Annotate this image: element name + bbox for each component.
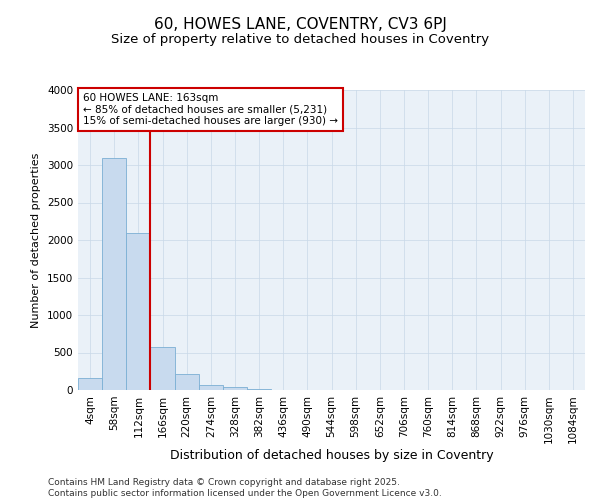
Bar bbox=[126, 233, 151, 390]
Y-axis label: Number of detached properties: Number of detached properties bbox=[31, 152, 41, 328]
Bar bbox=[247, 388, 271, 390]
Bar bbox=[175, 374, 199, 390]
Bar bbox=[102, 158, 126, 390]
Text: 60, HOWES LANE, COVENTRY, CV3 6PJ: 60, HOWES LANE, COVENTRY, CV3 6PJ bbox=[154, 18, 446, 32]
Bar bbox=[223, 388, 247, 390]
X-axis label: Distribution of detached houses by size in Coventry: Distribution of detached houses by size … bbox=[170, 449, 493, 462]
Bar bbox=[151, 347, 175, 390]
Text: Size of property relative to detached houses in Coventry: Size of property relative to detached ho… bbox=[111, 32, 489, 46]
Bar bbox=[78, 378, 102, 390]
Text: 60 HOWES LANE: 163sqm
← 85% of detached houses are smaller (5,231)
15% of semi-d: 60 HOWES LANE: 163sqm ← 85% of detached … bbox=[83, 93, 338, 126]
Bar bbox=[199, 385, 223, 390]
Text: Contains HM Land Registry data © Crown copyright and database right 2025.
Contai: Contains HM Land Registry data © Crown c… bbox=[48, 478, 442, 498]
